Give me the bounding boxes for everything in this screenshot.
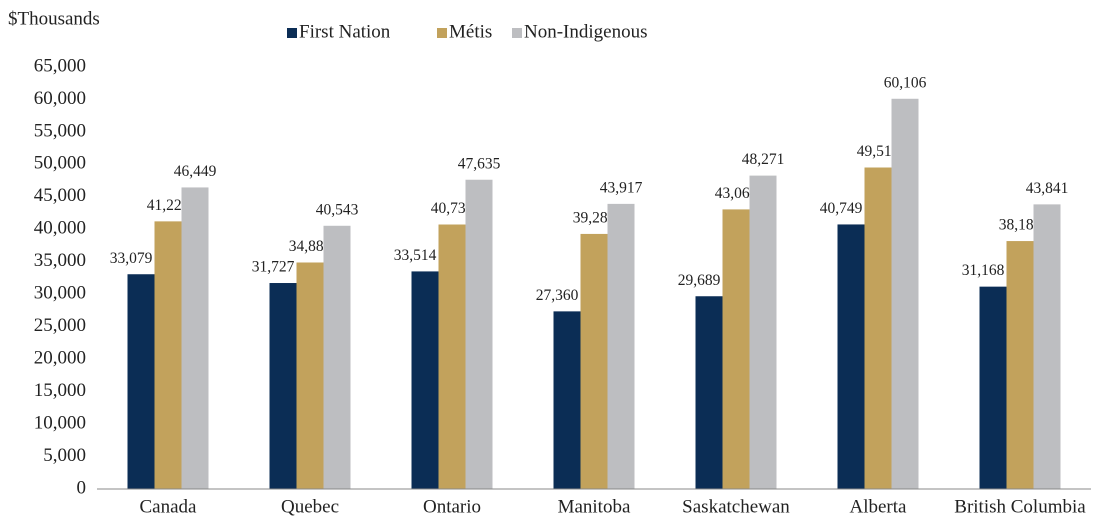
data-label: 48,271 [742, 151, 785, 168]
y-tick-label: 30,000 [34, 283, 86, 304]
y-tick-label: 60,000 [34, 88, 86, 109]
data-label: 47,635 [458, 155, 501, 172]
y-tick-label: 15,000 [34, 380, 86, 401]
y-tick-label: 40,000 [34, 218, 86, 239]
bar [181, 187, 209, 490]
x-tick-label: Manitoba [558, 496, 631, 517]
data-label: 43,917 [600, 179, 643, 196]
data-label: 46,449 [174, 163, 217, 180]
y-tick-label: 65,000 [34, 55, 86, 76]
bar [323, 225, 351, 490]
bar [411, 271, 439, 489]
bar [864, 167, 892, 489]
y-tick-label: 35,000 [34, 250, 86, 271]
legend-label: Non-Indigenous [524, 21, 647, 42]
data-label: 40,543 [316, 201, 359, 218]
data-label: 38,189 [999, 217, 1042, 234]
data-label: 43,841 [1026, 180, 1069, 197]
legend-label: Métis [449, 21, 492, 42]
y-axis-label: $Thousands [8, 8, 100, 29]
bar [465, 179, 493, 489]
data-label: 40,739 [431, 200, 474, 217]
x-tick-label: Canada [140, 496, 198, 517]
bar [607, 203, 635, 489]
data-label: 31,727 [252, 259, 295, 276]
bar [154, 221, 182, 489]
data-label: 27,360 [536, 287, 579, 304]
y-tick-label: 0 [77, 477, 87, 498]
data-label: 43,066 [715, 185, 758, 202]
data-label: 41,223 [147, 197, 190, 214]
data-label: 34,889 [289, 238, 332, 255]
x-tick-label: Saskatchewan [682, 496, 790, 517]
y-tick-label: 50,000 [34, 153, 86, 174]
legend-swatch [437, 28, 447, 38]
bar [1006, 241, 1034, 489]
bar [979, 286, 1007, 489]
bar [722, 209, 750, 489]
bar [749, 175, 777, 490]
data-label: 29,689 [678, 272, 721, 289]
data-label: 33,514 [394, 247, 437, 264]
bar [438, 224, 466, 489]
y-tick-label: 10,000 [34, 412, 86, 433]
bar [837, 224, 865, 489]
x-tick-label: Ontario [423, 496, 481, 517]
data-label: 39,289 [573, 209, 616, 226]
bar [269, 283, 297, 489]
legend-label: First Nation [299, 21, 391, 42]
data-label: 31,168 [962, 262, 1005, 279]
y-tick-label: 25,000 [34, 315, 86, 336]
data-label: 40,749 [820, 200, 863, 217]
data-label: 60,106 [884, 74, 927, 91]
bar [580, 233, 608, 489]
legend-swatch [512, 28, 522, 38]
bar [695, 296, 723, 489]
bar [1033, 204, 1061, 490]
bar [891, 98, 919, 490]
x-tick-label: Quebec [281, 496, 339, 517]
data-label: 33,079 [110, 250, 153, 267]
x-tick-label: British Columbia [954, 496, 1086, 517]
bar [553, 311, 581, 489]
legend-swatch [287, 28, 297, 38]
y-tick-label: 55,000 [34, 120, 86, 141]
data-label: 49,519 [857, 143, 900, 160]
y-tick-label: 20,000 [34, 348, 86, 369]
bar [296, 262, 324, 489]
y-tick-label: 45,000 [34, 185, 86, 206]
y-tick-label: 5,000 [43, 445, 86, 466]
bar [127, 274, 155, 489]
x-tick-label: Alberta [850, 496, 908, 517]
